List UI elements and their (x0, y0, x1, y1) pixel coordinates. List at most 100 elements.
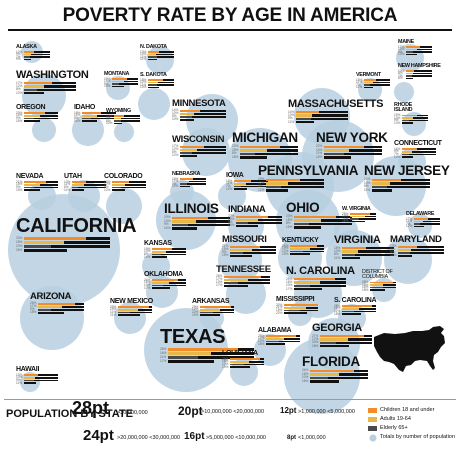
key-total-swatch (369, 434, 377, 442)
state-name: MONTANA (104, 71, 130, 77)
bar-value-label: 11% (140, 82, 147, 87)
bar-children (24, 51, 34, 53)
bar-track (208, 216, 230, 220)
bar-adults (230, 360, 250, 363)
bar-value-label: 19% (192, 313, 199, 317)
bar-track (172, 248, 186, 250)
bar-children (266, 178, 301, 182)
bar-value-label: 15% (228, 223, 235, 228)
population-bubble (358, 78, 382, 102)
state-name: MINNESOTA (172, 98, 226, 109)
bar-value-label: 15% (16, 182, 23, 187)
bar-track (416, 148, 436, 150)
bar-value-label: 17% (286, 286, 293, 291)
state-bars: 26% 16% 11% 17% (160, 347, 254, 365)
bar-value-label: 19% (282, 252, 289, 256)
bar-value-label: 8% (286, 221, 291, 226)
bar-value-label: 6% (64, 185, 69, 190)
state-name: OREGON (16, 104, 46, 111)
bar-children (240, 145, 280, 149)
bar-elderly (200, 311, 213, 314)
bar-track (33, 379, 58, 382)
bar-track (245, 182, 268, 185)
bar-value-label: 19% (104, 77, 111, 82)
bar-track (191, 115, 226, 118)
bar-value-label: 8% (172, 114, 177, 119)
bar-value-label: 15% (104, 84, 111, 89)
bar-value-label: 13% (394, 115, 401, 120)
bar-track (169, 281, 186, 284)
bar-elderly (342, 253, 355, 256)
bar-track (427, 218, 440, 220)
bar-value-label: 9% (104, 81, 109, 86)
bar-value-label: 16% (160, 350, 167, 355)
bar-value-label: 19% (110, 307, 117, 312)
state-bars: 28% 16% 16% 18% (362, 281, 406, 293)
bar-total (24, 91, 44, 95)
bar-elderly (266, 340, 279, 343)
bar-value-label: 9% (394, 149, 399, 154)
bar-track (401, 178, 430, 182)
bar-adults (82, 114, 97, 117)
bar-track (120, 120, 140, 122)
bar-elderly (24, 117, 34, 120)
bar-track (260, 245, 276, 248)
state-name: NEW MEXICO (110, 298, 153, 305)
bar-track (280, 185, 324, 189)
bar-value-label: 11% (334, 309, 341, 314)
bar-value-label: 10% (144, 283, 151, 288)
bar-track (310, 117, 348, 120)
bar-value-label: 9% (16, 57, 21, 62)
bar-value-label: 11% (316, 151, 323, 156)
bar-value-label: 11% (16, 381, 23, 385)
bar-adults (180, 148, 198, 151)
bar-value-label: 16% (362, 282, 369, 287)
bar-children (72, 181, 86, 183)
bar-total (38, 311, 64, 314)
bar-value-label: 16% (362, 285, 369, 290)
bar-adults (414, 220, 423, 223)
bar-value-label: 17% (398, 45, 405, 50)
bar-value-label: 7% (226, 184, 231, 189)
bar-value-label: 12% (258, 180, 265, 185)
us-map-silhouette (374, 326, 445, 372)
state-n-carolina: N. CAROLINA 25% 16% 10% 17% (286, 266, 355, 292)
bar-total (294, 287, 322, 291)
bar-track (251, 180, 268, 182)
bar-elderly (414, 223, 420, 225)
state-bars: 13% 10% 9% 11% (16, 373, 58, 386)
state-name: ARIZONA (30, 291, 72, 302)
bar-adults (24, 53, 32, 56)
state-name: OKLAHOMA (144, 271, 183, 278)
bar-value-label: 14% (164, 225, 171, 230)
bar-track (156, 53, 174, 56)
bar-elderly (320, 341, 337, 344)
bar-track (50, 245, 110, 249)
bar-children (296, 111, 319, 114)
state-new-york: NEW YORK 22% 14% 11% 15% (316, 131, 388, 161)
bar-children (148, 51, 159, 53)
bar-adults (200, 308, 221, 311)
bar-adults (266, 337, 285, 340)
bar-elderly (24, 379, 34, 382)
bar-total (114, 122, 123, 125)
bar-track (212, 311, 234, 314)
bar-track (127, 78, 138, 80)
bar-value-label: 12% (106, 114, 113, 119)
bar-children (342, 305, 372, 307)
bar-elderly (118, 311, 130, 314)
bar-total (24, 120, 40, 123)
bar-value-label: 10% (16, 375, 23, 380)
state-bars: 26% 17% 10% 17% (216, 274, 271, 289)
bar-track (119, 83, 138, 85)
bar-track (254, 152, 298, 156)
bar-track (363, 145, 382, 149)
state-bars: 17% 13% 9% 13% (398, 45, 432, 57)
state-iowa: IOWA 16% 11% 7% 12% (226, 172, 268, 192)
population-bubble (278, 236, 322, 280)
bar-value-label: 12% (258, 187, 265, 192)
state-bars: 14% 10% 9% 11% (288, 110, 383, 125)
bar-track (353, 369, 368, 373)
key-elderly-swatch (368, 426, 377, 431)
bar-value-label: 13% (398, 47, 405, 52)
